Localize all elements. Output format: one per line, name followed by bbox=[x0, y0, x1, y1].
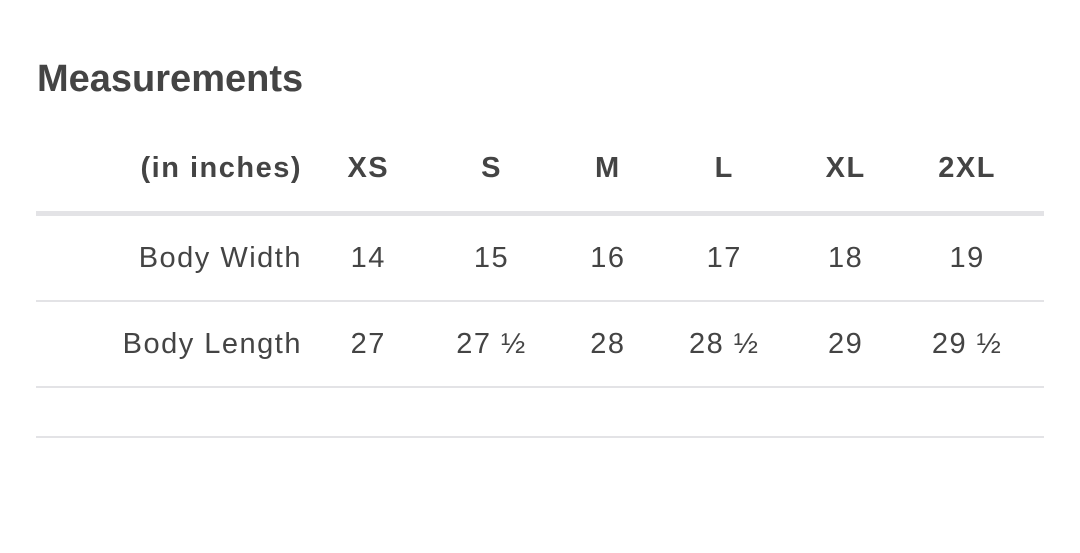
cell: 16 bbox=[568, 213, 648, 302]
cell: 29 ½ bbox=[890, 301, 1044, 388]
header-cell: (in inches) bbox=[36, 125, 322, 216]
cell: 15 bbox=[414, 213, 569, 302]
empty-row bbox=[36, 387, 1044, 438]
cell: 27 bbox=[322, 301, 415, 388]
cell: 18 bbox=[801, 213, 891, 302]
cell: 19 bbox=[890, 213, 1044, 302]
header-cell: XS bbox=[322, 125, 415, 216]
table-row: Body Length 27 27 ½ 28 28 ½ 29 29 ½ bbox=[36, 301, 1044, 388]
cell: 14 bbox=[322, 213, 415, 302]
header-cell: XL bbox=[801, 125, 891, 216]
row-label: Body Length bbox=[36, 301, 322, 388]
cell: 29 bbox=[801, 301, 891, 388]
cell: 28 ½ bbox=[647, 301, 802, 388]
cell: 27 ½ bbox=[414, 301, 569, 388]
section-title: Measurements bbox=[37, 58, 304, 100]
header-cell: M bbox=[568, 125, 648, 216]
measurements-table: (in inches) XS S M L XL 2XL Body Width 1… bbox=[36, 125, 1044, 438]
header-cell: S bbox=[414, 125, 569, 216]
header-cell: L bbox=[647, 125, 802, 216]
cell: 28 bbox=[568, 301, 648, 388]
cell: 17 bbox=[647, 213, 802, 302]
table-row: Body Width 14 15 16 17 18 19 bbox=[36, 213, 1044, 302]
header-row: (in inches) XS S M L XL 2XL bbox=[36, 125, 1044, 216]
row-label: Body Width bbox=[36, 213, 322, 302]
header-cell: 2XL bbox=[890, 125, 1044, 216]
